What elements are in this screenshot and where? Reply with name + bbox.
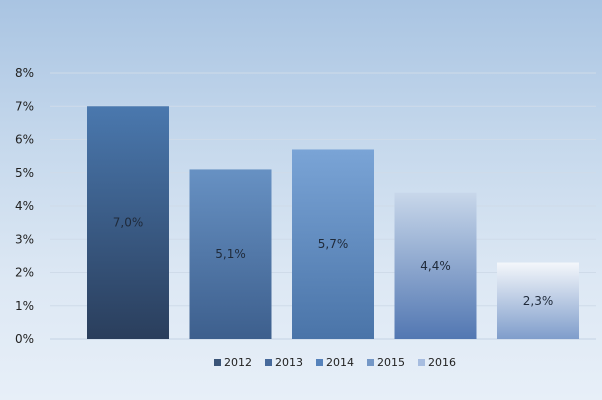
- legend-label: 2014: [326, 356, 354, 369]
- y-tick-label: 1%: [15, 299, 34, 313]
- y-tick-label: 8%: [15, 66, 34, 80]
- y-tick-label: 5%: [15, 166, 34, 180]
- data-label: 7,0%: [113, 216, 144, 230]
- legend-swatch: [367, 359, 374, 366]
- data-label: 5,7%: [318, 237, 349, 251]
- bar-2012: [87, 106, 169, 339]
- legend-swatch: [265, 359, 272, 366]
- legend-label: 2015: [377, 356, 405, 369]
- legend-swatch: [214, 359, 221, 366]
- legend-swatch: [316, 359, 323, 366]
- data-label: 5,1%: [215, 247, 246, 261]
- y-tick-label: 4%: [15, 199, 34, 213]
- y-axis: 0% 1% 2% 3% 4% 5% 6% 7% 8%: [15, 66, 34, 346]
- y-tick-label: 6%: [15, 133, 34, 147]
- y-tick-label: 0%: [15, 332, 34, 346]
- bar-2015: [394, 192, 477, 339]
- y-tick-label: 2%: [15, 266, 34, 280]
- y-tick-label: 7%: [15, 99, 34, 113]
- bars: [87, 106, 579, 339]
- legend-swatch: [418, 359, 425, 366]
- legend-label: 2013: [275, 356, 303, 369]
- legend-label: 2016: [428, 356, 456, 369]
- data-labels: 7,0% 5,1% 5,7% 4,4% 2,3%: [113, 216, 554, 308]
- bar-2016: [497, 262, 579, 339]
- bar-2014: [292, 149, 374, 339]
- legend: 2012 2013 2014 2015 2016: [214, 356, 456, 369]
- y-tick-label: 3%: [15, 232, 34, 246]
- legend-label: 2012: [224, 356, 252, 369]
- data-label: 4,4%: [420, 259, 451, 273]
- data-label: 2,3%: [523, 294, 554, 308]
- bar-2013: [189, 169, 272, 339]
